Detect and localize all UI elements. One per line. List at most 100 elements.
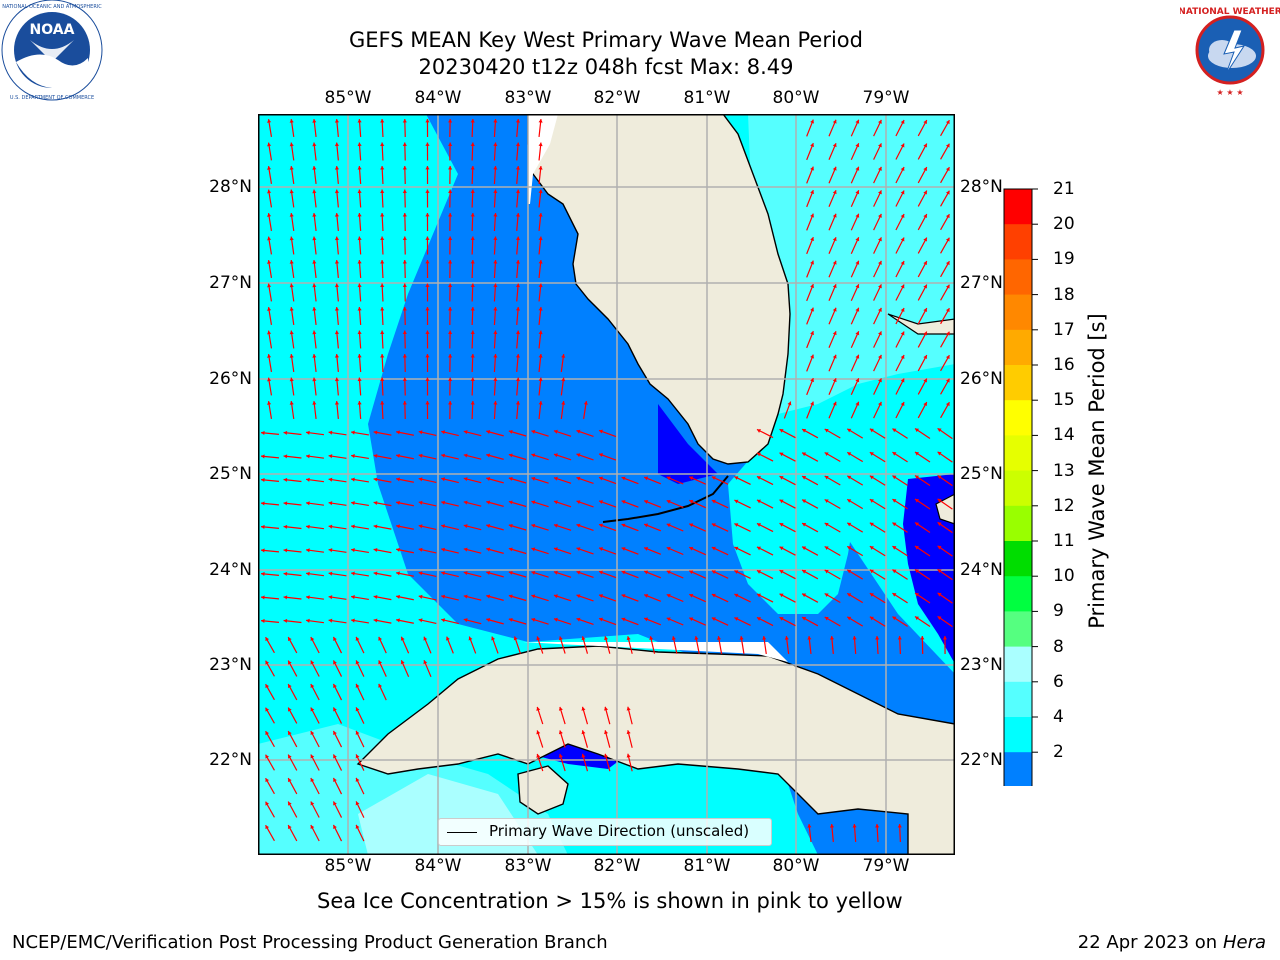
wave-arrow-head — [470, 260, 475, 264]
wave-arrow-head — [328, 571, 333, 576]
wave-arrow-head — [289, 119, 294, 123]
wave-arrow-head — [878, 260, 882, 265]
wave-arrow-head — [923, 402, 927, 407]
wave-arrow-head — [289, 260, 294, 264]
wave-arrow-head — [289, 236, 294, 241]
map-legend: Primary Wave Direction (unscaled) — [438, 818, 772, 846]
wave-arrow-head — [402, 189, 407, 193]
colorbar-segment — [1004, 717, 1032, 753]
wave-arrow-head — [576, 523, 581, 528]
wave-arrow-head — [351, 595, 355, 600]
wave-arrow-head — [373, 500, 378, 506]
wave-arrow-head — [418, 500, 423, 505]
wave-arrow-head — [468, 636, 473, 641]
wave-arrow-head — [425, 307, 430, 311]
wave-arrow-head — [486, 618, 491, 623]
wave-arrow-head — [508, 570, 513, 575]
wave-arrow-head — [267, 119, 272, 123]
wave-arrow-head — [576, 547, 581, 552]
wave-arrow-head — [779, 452, 784, 457]
wave-arrow-head — [626, 730, 631, 735]
wave-arrow-head — [892, 522, 897, 527]
wave-arrow-head — [802, 523, 807, 527]
wave-arrow-head — [328, 618, 333, 623]
wave-arrow-head — [448, 213, 453, 217]
wave-arrow-head — [380, 260, 385, 264]
colorbar-segment — [1004, 681, 1032, 718]
chart-title: GEFS MEAN Key West Primary Wave Mean Per… — [349, 28, 863, 52]
colorbar-segment — [1004, 259, 1032, 296]
wave-arrow-head — [493, 307, 498, 311]
wave-arrow-head — [756, 523, 761, 527]
wave-arrow-head — [923, 378, 927, 383]
svg-text:U.S. DEPARTMENT OF COMMERCE: U.S. DEPARTMENT OF COMMERCE — [10, 95, 94, 101]
wave-arrow-head — [267, 213, 272, 217]
wave-arrow-head — [333, 636, 337, 641]
wave-arrow-head — [847, 452, 852, 456]
colorbar-tick-label: 12 — [1053, 495, 1075, 516]
wave-arrow-head — [351, 430, 355, 435]
wave-arrow-head — [261, 595, 265, 600]
wave-arrow-head — [945, 378, 950, 383]
wave-arrow-head — [779, 570, 784, 574]
wave-arrow-head — [463, 618, 468, 623]
wave-arrow-head — [855, 354, 860, 359]
wave-arrow-head — [441, 430, 446, 435]
wave-arrow-head — [328, 501, 333, 506]
wave-arrow-head — [448, 307, 453, 311]
wave-arrow-head — [621, 617, 626, 622]
wave-arrow-head — [892, 546, 897, 550]
wave-arrow-head — [441, 453, 446, 458]
wave-arrow-head — [875, 824, 880, 828]
wave-arrow-head — [716, 636, 722, 640]
wave-arrow-head — [810, 378, 814, 383]
wave-arrow-head — [288, 778, 292, 783]
wave-arrow-head — [288, 825, 292, 830]
wave-arrow-head — [463, 477, 468, 482]
wave-arrow-head — [493, 166, 498, 170]
wave-arrow-head — [310, 825, 315, 830]
wave-arrow-head — [711, 499, 716, 504]
wave-arrow-head — [644, 547, 649, 551]
wave-arrow-head — [689, 523, 694, 528]
wave-arrow-head — [855, 331, 860, 336]
chart-subtitle: 20230420 t12z 048h fcst Max: 8.49 — [418, 55, 794, 79]
colorbar-tick-label: 15 — [1053, 390, 1075, 411]
wave-arrow-head — [448, 189, 453, 193]
wave-arrow-head — [536, 636, 541, 641]
wave-arrow-head — [312, 213, 317, 217]
wave-arrow-head — [265, 825, 270, 830]
wave-arrow-head — [897, 824, 902, 828]
wave-arrow-head — [945, 402, 950, 407]
wave-arrow-head — [261, 454, 265, 459]
wave-arrow-head — [470, 354, 475, 358]
wave-arrow-head — [810, 354, 814, 359]
bahamas-land — [887, 313, 955, 335]
wave-arrow-head — [355, 707, 360, 712]
wave-arrow-head — [373, 571, 378, 576]
wave-arrow-head — [553, 429, 558, 434]
wave-arrow-head — [576, 570, 581, 575]
wave-arrow-head — [463, 571, 468, 576]
wave-arrow-head — [915, 452, 919, 456]
wave-arrow-head — [779, 499, 784, 504]
wave-arrow-head — [402, 166, 407, 170]
wave-arrow-head — [531, 476, 536, 481]
wave-arrow-head — [373, 477, 378, 482]
wave-arrow-head — [425, 142, 430, 146]
wave-arrow-head — [333, 754, 337, 759]
wave-arrow-head — [576, 594, 581, 599]
wave-arrow-head — [328, 430, 333, 435]
wave-arrow-head — [779, 617, 784, 621]
wave-arrow-head — [508, 523, 513, 528]
wave-arrow-head — [355, 754, 360, 759]
wave-arrow-head — [852, 636, 857, 640]
wave-arrow-head — [448, 354, 453, 358]
wave-arrow-head — [425, 236, 430, 240]
wave-arrow-head — [756, 476, 761, 480]
wave-arrow-head — [441, 547, 446, 552]
wave-arrow-head — [310, 778, 315, 783]
colorbar-tick-label: 13 — [1053, 460, 1075, 481]
wave-arrow-head — [448, 142, 453, 146]
wave-arrow-head — [508, 453, 513, 458]
